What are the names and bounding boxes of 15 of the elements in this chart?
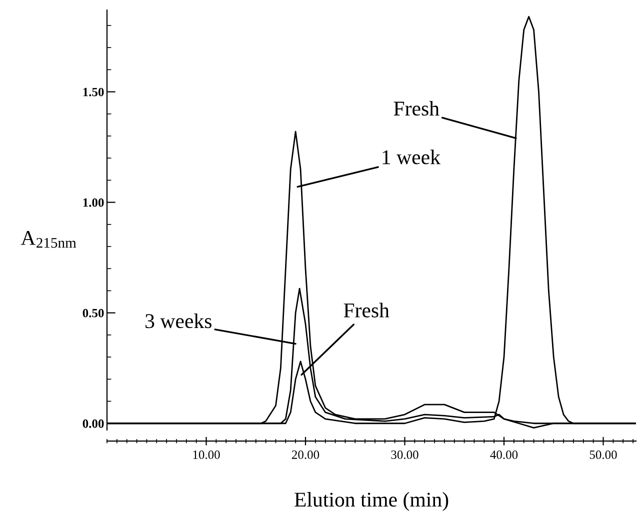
annotation: 3 weeks — [146, 314, 212, 328]
y-axis-title: A$_{215nm}$ — [20, 231, 76, 248]
x-tick-label: 50.00 — [590, 450, 617, 459]
y-tick-label: 0.50 — [82, 308, 104, 318]
x-tick-label: 20.00 — [292, 450, 320, 459]
y-tick-label: 1.00 — [83, 198, 104, 207]
x-tick-label: 30.00 — [391, 450, 418, 459]
annotation: Fresh — [344, 302, 390, 318]
annotation: Fresh — [394, 100, 440, 116]
annotation: 1 week — [382, 150, 440, 164]
x-axis-title: Elution time (min) — [294, 492, 448, 511]
x-tick-label: 40.00 — [490, 450, 518, 459]
y-tick-label: 0.00 — [82, 419, 104, 428]
y-tick-label: 1.50 — [83, 88, 104, 96]
x-tick-label: 10.00 — [193, 450, 220, 459]
